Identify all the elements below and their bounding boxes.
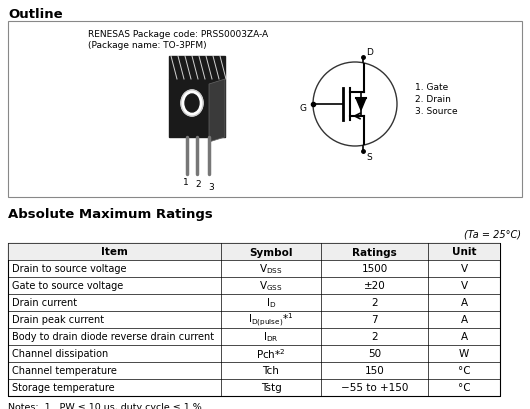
Text: Channel temperature: Channel temperature	[12, 366, 117, 375]
Text: V$_\mathregular{DSS}$: V$_\mathregular{DSS}$	[259, 262, 283, 276]
Text: W: W	[459, 348, 469, 359]
Bar	[169, 57, 225, 80]
Text: RENESAS Package code: PRSS0003ZA-A: RENESAS Package code: PRSS0003ZA-A	[88, 30, 268, 39]
Text: Drain peak current: Drain peak current	[12, 315, 104, 325]
Text: Pch*$^2$: Pch*$^2$	[256, 347, 286, 360]
Text: Storage temperature: Storage temperature	[12, 382, 114, 393]
Text: Drain current: Drain current	[12, 298, 77, 308]
Text: Tstg: Tstg	[261, 382, 281, 393]
Text: 3. Source: 3. Source	[415, 107, 457, 116]
Text: Tch: Tch	[262, 366, 279, 375]
Text: Symbol: Symbol	[249, 247, 293, 257]
Text: G: G	[299, 104, 306, 113]
Text: V: V	[461, 264, 467, 274]
Text: Item: Item	[101, 247, 128, 257]
Text: 1500: 1500	[361, 264, 387, 274]
Text: V: V	[461, 281, 467, 291]
Text: Notes:  1.  PW ≤ 10 μs, duty cycle ≤ 1 %: Notes: 1. PW ≤ 10 μs, duty cycle ≤ 1 %	[8, 402, 202, 409]
Text: 3: 3	[208, 182, 214, 191]
Text: Drain to source voltage: Drain to source voltage	[12, 264, 127, 274]
Text: (Package name: TO-3PFM): (Package name: TO-3PFM)	[88, 41, 207, 50]
Text: Gate to source voltage: Gate to source voltage	[12, 281, 123, 291]
Text: ±20: ±20	[364, 281, 385, 291]
Polygon shape	[356, 99, 366, 111]
Text: 7: 7	[371, 315, 378, 325]
Bar	[169, 80, 225, 138]
Text: Outline: Outline	[8, 8, 63, 21]
Bar	[8, 22, 522, 198]
Text: 2: 2	[195, 180, 201, 189]
Text: Channel dissipation: Channel dissipation	[12, 348, 108, 359]
Text: 2. Drain: 2. Drain	[415, 95, 451, 104]
Text: I$_\mathregular{DR}$: I$_\mathregular{DR}$	[263, 330, 279, 344]
Text: I$_\mathregular{D}$: I$_\mathregular{D}$	[266, 296, 276, 310]
Text: 50: 50	[368, 348, 381, 359]
Text: 1. Gate: 1. Gate	[415, 83, 448, 92]
Text: A: A	[461, 315, 467, 325]
Polygon shape	[209, 80, 225, 143]
Text: −55 to +150: −55 to +150	[341, 382, 408, 393]
Text: S: S	[366, 153, 372, 162]
Text: Absolute Maximum Ratings: Absolute Maximum Ratings	[8, 207, 213, 220]
Text: °C: °C	[458, 366, 470, 375]
Ellipse shape	[181, 91, 203, 117]
Text: I$_\mathregular{D(pulse)}$*$^1$: I$_\mathregular{D(pulse)}$*$^1$	[248, 311, 294, 328]
Text: 2: 2	[371, 332, 378, 342]
Text: °C: °C	[458, 382, 470, 393]
Text: A: A	[461, 332, 467, 342]
Text: Body to drain diode reverse drain current: Body to drain diode reverse drain curren…	[12, 332, 214, 342]
Text: V$_\mathregular{GSS}$: V$_\mathregular{GSS}$	[259, 279, 283, 293]
Text: Ratings: Ratings	[352, 247, 397, 257]
Text: (Ta = 25°C): (Ta = 25°C)	[464, 229, 521, 239]
Text: A: A	[461, 298, 467, 308]
Text: Unit: Unit	[452, 247, 476, 257]
Text: D: D	[366, 48, 373, 57]
Text: 1: 1	[183, 178, 189, 187]
Ellipse shape	[185, 95, 199, 113]
Text: 150: 150	[365, 366, 384, 375]
Bar	[8, 243, 500, 261]
Text: 2: 2	[371, 298, 378, 308]
Bar	[8, 243, 500, 396]
